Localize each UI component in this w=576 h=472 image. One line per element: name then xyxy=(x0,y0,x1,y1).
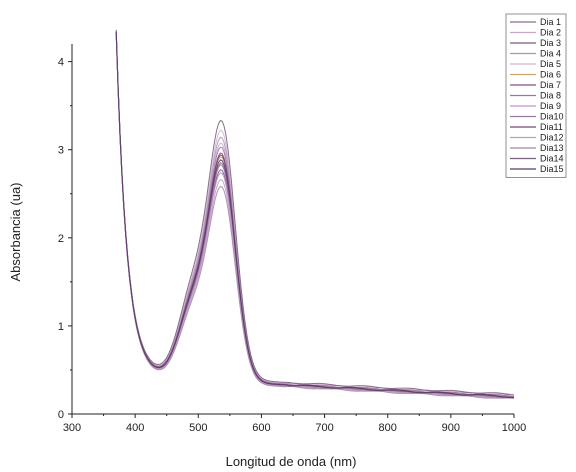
y-tick-label: 2 xyxy=(58,233,64,245)
x-tick-label: 400 xyxy=(126,422,144,434)
x-tick-label: 700 xyxy=(315,422,333,434)
series-line-dia15 xyxy=(115,32,514,398)
x-tick-label: 900 xyxy=(442,422,460,434)
legend-entry-label: Dia15 xyxy=(540,164,564,174)
plot-area xyxy=(115,29,515,399)
x-tick-label: 1000 xyxy=(502,422,526,434)
x-axis: 300 400 500 600 700 800 900 1000 xyxy=(63,413,526,434)
legend-entry-label: Dia 3 xyxy=(540,38,561,48)
y-tick-label: 0 xyxy=(58,409,64,421)
series-line-dia13 xyxy=(115,34,515,399)
legend-entry-label: Dia12 xyxy=(540,133,564,143)
series-line-dia-9 xyxy=(115,33,515,399)
x-tick-label: 800 xyxy=(379,422,397,434)
legend-entry-label: Dia13 xyxy=(540,143,564,153)
y-tick-label: 3 xyxy=(58,145,64,157)
legend-entry-label: Dia10 xyxy=(540,112,564,122)
legend-entry-label: Dia14 xyxy=(540,154,564,164)
legend-entry-label: Dia11 xyxy=(540,122,563,132)
legend-entry-label: Dia 9 xyxy=(540,101,561,111)
y-axis: 0 1 2 3 4 xyxy=(58,44,73,421)
legend-entry-label: Dia 7 xyxy=(540,80,561,90)
y-tick-label: 4 xyxy=(58,57,64,69)
legend-entry-label: Dia 8 xyxy=(540,91,561,101)
legend-entry-label: Dia 5 xyxy=(540,59,561,69)
x-axis-label: Longitud de onda (nm) xyxy=(226,454,357,469)
y-tick-label: 1 xyxy=(58,321,64,333)
x-tick-label: 300 xyxy=(63,422,81,434)
x-tick-label: 500 xyxy=(189,422,207,434)
y-axis-label: Absorbancia (ua) xyxy=(8,183,23,282)
x-tick-label: 600 xyxy=(252,422,270,434)
legend-entry-label: Dia 6 xyxy=(540,70,561,80)
legend-entry-label: Dia 4 xyxy=(540,49,561,59)
legend-entry-label: Dia 2 xyxy=(540,28,561,38)
series-line-dia14 xyxy=(115,29,515,396)
legend-entry-label: Dia 1 xyxy=(540,17,561,27)
